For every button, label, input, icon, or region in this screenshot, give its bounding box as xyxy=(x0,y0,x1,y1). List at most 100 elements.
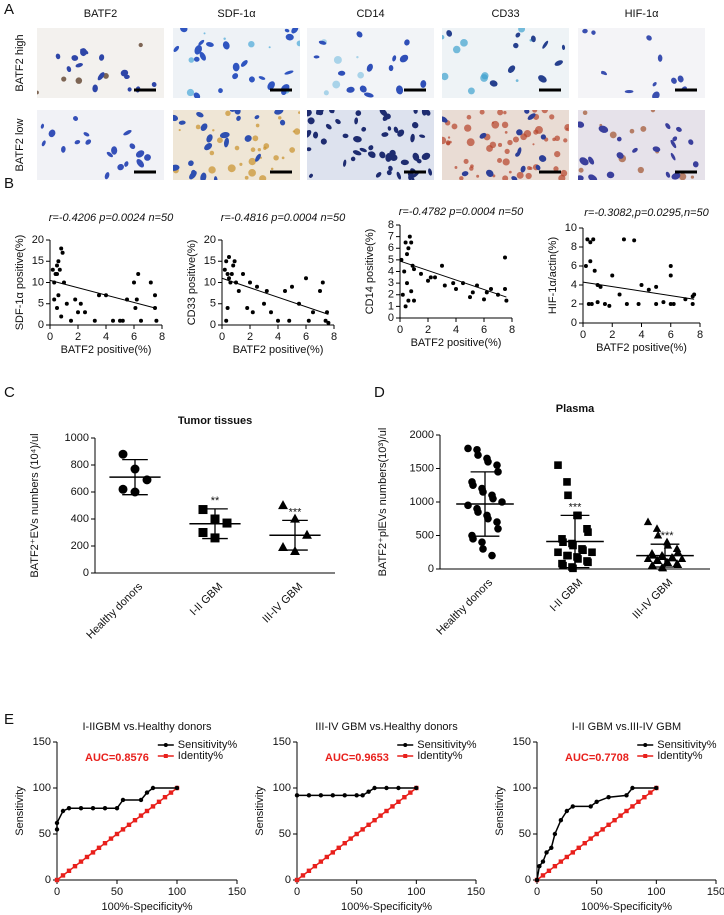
marker xyxy=(348,836,353,841)
stain xyxy=(188,57,195,63)
nucleus xyxy=(267,81,275,90)
point xyxy=(262,301,266,306)
marker xyxy=(624,808,629,814)
stain xyxy=(466,138,475,147)
marker xyxy=(156,799,162,804)
nucleus xyxy=(561,44,566,50)
y-tick-label: 50 xyxy=(279,828,291,840)
micrograph xyxy=(578,28,705,98)
point xyxy=(255,284,259,289)
stain xyxy=(248,157,256,166)
point xyxy=(64,301,69,306)
micrograph xyxy=(173,110,300,180)
marker xyxy=(96,845,102,850)
point xyxy=(133,306,138,310)
point xyxy=(646,287,651,292)
nucleus xyxy=(646,35,652,41)
nucleus xyxy=(688,139,694,145)
point xyxy=(241,272,245,276)
marker xyxy=(372,785,377,791)
point xyxy=(56,293,61,298)
marker xyxy=(150,785,156,791)
nucleus xyxy=(520,165,526,173)
stain xyxy=(532,110,538,113)
marker xyxy=(652,524,662,532)
stain xyxy=(234,145,240,151)
point xyxy=(227,276,231,281)
stain xyxy=(223,37,226,40)
nucleus xyxy=(538,75,547,83)
point xyxy=(602,302,607,306)
y-axis-label: HIF-1α/actin(%) xyxy=(547,237,559,314)
column-label: CD14 xyxy=(356,8,384,20)
point xyxy=(245,306,250,310)
nucleus xyxy=(412,152,420,161)
stain xyxy=(629,128,635,134)
x-tick-label: 2 xyxy=(425,324,431,336)
stain xyxy=(525,172,532,180)
significance: *** xyxy=(289,506,303,518)
panel-label: D xyxy=(374,384,385,401)
nucleus xyxy=(180,28,188,33)
point xyxy=(60,250,65,255)
marker xyxy=(336,845,341,850)
chart-title: I-II GBM vs.III-IV GBM xyxy=(572,721,681,733)
stain xyxy=(333,55,342,64)
stain xyxy=(582,110,588,116)
marker xyxy=(302,529,312,539)
point xyxy=(412,298,416,303)
y-tick-label: 20 xyxy=(204,234,216,246)
chart-title: I-IIGBM vs.Healthy donors xyxy=(83,721,212,733)
nucleus xyxy=(692,161,699,168)
y-tick-label: 800 xyxy=(71,459,89,471)
marker xyxy=(403,754,408,758)
x-tick-label: III-IV GBM xyxy=(260,581,305,626)
nucleus xyxy=(400,159,409,166)
nucleus xyxy=(670,139,677,149)
nucleus xyxy=(538,155,547,162)
point xyxy=(57,267,62,272)
y-axis-label: BATF2⁺plEVs numbers(10³)/ul xyxy=(377,428,389,577)
marker xyxy=(396,785,401,791)
marker xyxy=(484,514,492,523)
point xyxy=(405,281,409,286)
nucleus xyxy=(421,152,431,160)
marker xyxy=(66,806,72,811)
nucleus xyxy=(413,110,418,114)
stain xyxy=(263,143,270,149)
significance: *** xyxy=(569,501,583,513)
auc-label: AUC=0.9653 xyxy=(325,752,389,764)
point xyxy=(154,318,159,323)
point xyxy=(428,275,433,280)
nucleus xyxy=(379,110,388,117)
panel-label: E xyxy=(4,711,14,728)
x-tick-label: 6 xyxy=(303,331,309,343)
nucleus xyxy=(412,122,419,129)
marker xyxy=(318,793,324,798)
point xyxy=(139,318,143,323)
stain xyxy=(442,35,445,40)
nucleus xyxy=(350,156,356,162)
auc-label: AUC=0.7708 xyxy=(565,752,629,764)
marker xyxy=(174,785,180,791)
marker xyxy=(569,541,577,550)
nucleus xyxy=(196,112,204,118)
fit-line xyxy=(221,277,329,315)
marker xyxy=(537,864,542,869)
marker xyxy=(150,804,156,809)
error-bar xyxy=(470,471,500,537)
marker xyxy=(162,795,168,800)
marker xyxy=(102,806,108,811)
micrograph-bg xyxy=(173,110,300,180)
x-tick-label: 8 xyxy=(697,329,703,341)
stain xyxy=(357,71,364,79)
point xyxy=(231,263,236,268)
point xyxy=(402,269,407,274)
nucleus xyxy=(368,145,374,151)
nucleus xyxy=(657,54,663,62)
marker xyxy=(569,564,577,573)
marker xyxy=(584,558,592,567)
micrograph-bg xyxy=(442,110,569,180)
stain xyxy=(553,166,559,172)
marker xyxy=(618,813,623,818)
